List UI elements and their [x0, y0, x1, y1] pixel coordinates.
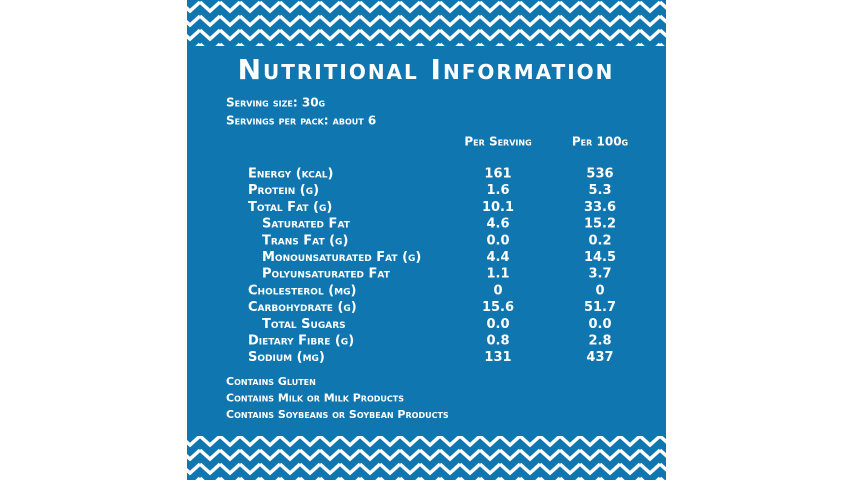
- allergen: Contains Gluten: [226, 375, 316, 388]
- per-serving: 161: [484, 167, 511, 182]
- allergens: Contains Gluten Contains Milk or Milk Pro…: [226, 375, 449, 421]
- nutrition-rows: Energy (kcal) 161 536 Protein (g) 1.6 5.3 Tota…: [248, 167, 616, 366]
- zigzag-bottom: [187, 436, 666, 480]
- per-100g: 5.3: [588, 183, 611, 198]
- panel: [187, 0, 666, 480]
- per-100g: 0: [595, 283, 604, 298]
- per-serving: 0: [493, 283, 502, 298]
- column-header: Per Serving: [464, 135, 531, 149]
- zigzag-top: [187, 0, 666, 46]
- per-100g: 14.5: [584, 250, 616, 265]
- per-100g: 0.2: [588, 233, 611, 248]
- nutrient-name: Total Fat (g): [248, 200, 332, 215]
- per-100g: 51.7: [584, 300, 616, 315]
- title: Nutritional Information: [238, 53, 615, 86]
- per-serving: 131: [484, 350, 511, 365]
- nutrient-name: Energy (kcal): [248, 167, 333, 182]
- per-100g: 33.6: [584, 200, 616, 215]
- column-header: Per 100g: [572, 135, 628, 149]
- per-serving: 4.6: [486, 217, 509, 232]
- per-100g: 3.7: [588, 267, 611, 282]
- per-serving: 10.1: [482, 200, 514, 215]
- per-100g: 15.2: [584, 217, 616, 232]
- per-100g: 2.8: [588, 334, 611, 349]
- nutrient-name: Polyunsaturated Fat: [262, 267, 391, 282]
- per-serving: 4.4: [486, 250, 509, 265]
- allergen: Contains Milk or Milk Products: [226, 392, 404, 405]
- serving-size: Serving size: 30g: [226, 96, 325, 110]
- per-100g: 536: [586, 167, 613, 182]
- nutrient-name: Sodium (mg): [248, 350, 325, 365]
- per-serving: 0.0: [486, 317, 509, 332]
- nutrient-name: Protein (g): [248, 183, 319, 198]
- per-serving: 0.8: [486, 334, 509, 349]
- per-100g: 437: [586, 350, 613, 365]
- allergen: Contains Soybeans or Soybean Products: [226, 408, 449, 421]
- per-100g: 0.0: [588, 317, 611, 332]
- nutrient-name: Dietary Fibre (g): [248, 334, 354, 349]
- per-serving: 15.6: [482, 300, 514, 315]
- nutrient-name: Monounsaturated Fat (g): [262, 250, 421, 265]
- nutrient-name: Carbohydrate (g): [248, 300, 357, 315]
- nutrient-name: Saturated Fat: [262, 217, 351, 232]
- nutrient-name: Trans Fat (g): [262, 233, 348, 248]
- per-serving: 1.1: [486, 267, 509, 282]
- per-serving: 0.0: [486, 233, 509, 248]
- nutrient-name: Cholesterol (mg): [248, 283, 356, 298]
- nutrient-name: Total Sugars: [262, 317, 346, 332]
- per-serving: 1.6: [486, 183, 509, 198]
- servings-per-pack: Servings per pack: about 6: [226, 114, 376, 128]
